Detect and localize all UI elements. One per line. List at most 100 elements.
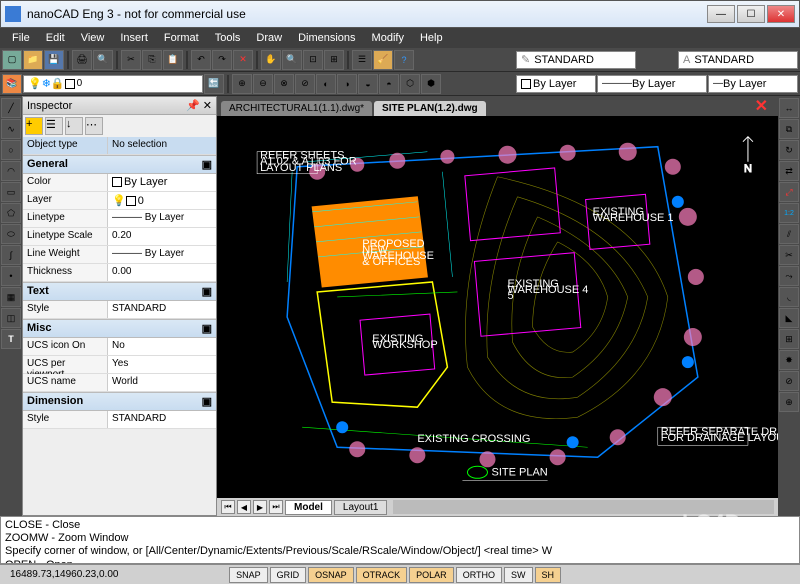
help-icon[interactable]: ?	[394, 50, 414, 70]
save-icon[interactable]: 💾	[44, 50, 64, 70]
preview-icon[interactable]: 🔍	[93, 50, 113, 70]
move-icon[interactable]: ↔	[779, 98, 799, 118]
menu-dimensions[interactable]: Dimensions	[290, 30, 363, 46]
polar-toggle[interactable]: POLAR	[409, 567, 454, 583]
lscale-value[interactable]: 0.20	[108, 228, 216, 245]
tool-d-icon[interactable]: ⊘	[295, 74, 315, 94]
tool-g-icon[interactable]: ◒	[358, 74, 378, 94]
tool-f-icon[interactable]: ◑	[337, 74, 357, 94]
canvas[interactable]: N	[217, 116, 778, 498]
menu-view[interactable]: View	[73, 30, 113, 46]
tool-b-icon[interactable]: ⊖	[253, 74, 273, 94]
tool-j-icon[interactable]: ⬢	[421, 74, 441, 94]
thickness-value[interactable]: 0.00	[108, 264, 216, 281]
zoom-in-icon[interactable]: 🔍	[282, 50, 302, 70]
menu-file[interactable]: File	[4, 30, 38, 46]
scale-icon[interactable]: ⤢	[779, 182, 799, 202]
insp-tab-4[interactable]: ⋯	[85, 117, 103, 135]
zoom-window-icon[interactable]: ⊡	[303, 50, 323, 70]
polyline-icon[interactable]: ∿	[1, 119, 21, 139]
layout1-tab[interactable]: Layout1	[334, 500, 388, 515]
ratio-icon[interactable]: 1:2	[779, 203, 799, 223]
hatch-icon[interactable]: ▦	[1, 287, 21, 307]
block-icon[interactable]: ◫	[1, 308, 21, 328]
chamfer-icon[interactable]: ◣	[779, 308, 799, 328]
explode-icon[interactable]: ✸	[779, 350, 799, 370]
mirror-icon[interactable]: ⇄	[779, 161, 799, 181]
open-icon[interactable]: 📁	[23, 50, 43, 70]
join-icon[interactable]: ⊕	[779, 392, 799, 412]
rotate-icon[interactable]: ↻	[779, 140, 799, 160]
properties-icon[interactable]: ☰	[352, 50, 372, 70]
otrack-toggle[interactable]: OTRACK	[356, 567, 408, 583]
point-icon[interactable]: •	[1, 266, 21, 286]
linetype-combo[interactable]: ——— By Layer	[597, 75, 707, 93]
menu-insert[interactable]: Insert	[112, 30, 156, 46]
doc-tab-1[interactable]: ARCHITECTURAL1(1.1).dwg*	[221, 101, 372, 116]
insp-tab-2[interactable]: ☰	[45, 117, 63, 135]
tool-e-icon[interactable]: ◐	[316, 74, 336, 94]
paste-icon[interactable]: 📋	[163, 50, 183, 70]
layout-first-icon[interactable]: ⏮	[221, 500, 235, 514]
sh-toggle[interactable]: SH	[535, 567, 562, 583]
section-misc[interactable]: Misc▣	[23, 319, 216, 338]
dimstyle-combo[interactable]: ✎STANDARD	[516, 51, 636, 69]
style-value[interactable]: STANDARD	[108, 301, 216, 318]
layer-manager-icon[interactable]: 📚	[2, 74, 22, 94]
layout-last-icon[interactable]: ⏭	[269, 500, 283, 514]
rectangle-icon[interactable]: ▭	[1, 182, 21, 202]
layer-value[interactable]: 💡0	[108, 192, 216, 209]
doc-tab-2[interactable]: SITE PLAN(1.2).dwg	[374, 101, 486, 116]
doc-close-icon[interactable]: ✕	[749, 96, 774, 116]
close-button[interactable]: ✕	[767, 5, 795, 23]
erase-icon[interactable]: ✕	[233, 50, 253, 70]
linetype-value[interactable]: ——— By Layer	[108, 210, 216, 227]
command-line[interactable]: CLOSE - Close ZOOMW - Zoom Window Specif…	[0, 516, 800, 564]
inspector-pin-icon[interactable]: 📌 ✕	[186, 99, 212, 112]
cut-icon[interactable]: ✂	[121, 50, 141, 70]
tool-i-icon[interactable]: ⬡	[400, 74, 420, 94]
minimize-button[interactable]: —	[707, 5, 735, 23]
redo-icon[interactable]: ↷	[212, 50, 232, 70]
lineweight-combo[interactable]: — By Layer	[708, 75, 798, 93]
fillet-icon[interactable]: ◟	[779, 287, 799, 307]
polygon-icon[interactable]: ⬠	[1, 203, 21, 223]
offset-icon[interactable]: ⫽	[779, 224, 799, 244]
model-tab[interactable]: Model	[285, 500, 332, 515]
cleanup-icon[interactable]: 🧹	[373, 50, 393, 70]
osnap-toggle[interactable]: OSNAP	[308, 567, 354, 583]
circle-icon[interactable]: ○	[1, 140, 21, 160]
insp-tab-3[interactable]: ↓	[65, 117, 83, 135]
line-icon[interactable]: ╱	[1, 98, 21, 118]
text-icon[interactable]: T	[1, 329, 21, 349]
ucsicon-value[interactable]: No	[108, 338, 216, 355]
menu-tools[interactable]: Tools	[207, 30, 249, 46]
section-text[interactable]: Text▣	[23, 282, 216, 301]
snap-toggle[interactable]: SNAP	[229, 567, 268, 583]
maximize-button[interactable]: ☐	[737, 5, 765, 23]
section-dimension[interactable]: Dimension▣	[23, 392, 216, 411]
copy2-icon[interactable]: ⧉	[779, 119, 799, 139]
menu-edit[interactable]: Edit	[38, 30, 73, 46]
ellipse-icon[interactable]: ⬭	[1, 224, 21, 244]
layer-combo[interactable]: 💡❄🔒0	[23, 75, 203, 93]
menu-help[interactable]: Help	[412, 30, 451, 46]
copy-icon[interactable]: ⎘	[142, 50, 162, 70]
sw-toggle[interactable]: SW	[504, 567, 533, 583]
print-icon[interactable]: 🖨	[72, 50, 92, 70]
new-icon[interactable]: ▢	[2, 50, 22, 70]
ucsvp-value[interactable]: Yes	[108, 356, 216, 373]
trim-icon[interactable]: ✂	[779, 245, 799, 265]
undo-icon[interactable]: ↶	[191, 50, 211, 70]
color-combo[interactable]: By Layer	[516, 75, 596, 93]
arc-icon[interactable]: ◠	[1, 161, 21, 181]
extend-icon[interactable]: ⤳	[779, 266, 799, 286]
tool-c-icon[interactable]: ⊗	[274, 74, 294, 94]
color-value[interactable]: By Layer	[108, 174, 216, 191]
menu-format[interactable]: Format	[156, 30, 207, 46]
tool-h-icon[interactable]: ◓	[379, 74, 399, 94]
zoom-extents-icon[interactable]: ⊞	[324, 50, 344, 70]
menu-draw[interactable]: Draw	[248, 30, 290, 46]
menu-modify[interactable]: Modify	[364, 30, 412, 46]
ortho-toggle[interactable]: ORTHO	[456, 567, 502, 583]
